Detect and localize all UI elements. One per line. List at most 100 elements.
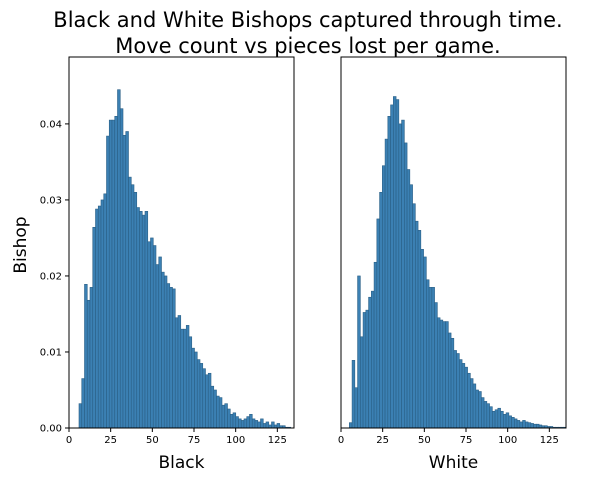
y-tick-label: 0.01: [40, 347, 62, 358]
white-histogram-bar: [387, 116, 391, 429]
white-histogram-bar: [426, 279, 430, 429]
black-histogram-bar: [97, 205, 102, 429]
white-histogram-bar: [489, 406, 493, 429]
black-histogram-bar: [103, 193, 107, 429]
y-tick-label: 0.02: [40, 271, 62, 282]
x-tick-label: 25: [104, 435, 117, 446]
white-histogram-bar: [406, 169, 411, 429]
black-histogram-bar: [224, 403, 228, 429]
white-histogram-bar: [522, 420, 526, 429]
black-histogram-bar: [254, 420, 259, 429]
white-histogram-bar: [417, 230, 422, 429]
black-histogram-bar: [202, 368, 206, 429]
x-tick-label: 50: [146, 435, 159, 446]
black-bars: [78, 89, 292, 429]
black-histogram-bar: [213, 389, 217, 429]
white-histogram-bar: [401, 119, 405, 429]
white-histogram-bar: [351, 360, 356, 429]
black-histogram-bar: [265, 421, 270, 429]
x-tick-label: 25: [376, 435, 389, 446]
white-histogram-bar: [508, 415, 512, 429]
x-tick-label: 100: [226, 435, 245, 446]
black-histogram-bar: [243, 418, 248, 429]
black-histogram-bar: [257, 421, 261, 429]
white-histogram-bar: [431, 287, 435, 429]
white-histogram-bar: [475, 389, 479, 429]
black-histogram-bar: [238, 418, 242, 429]
white-bars: [349, 96, 567, 429]
black-panel: 0.00 0.01 0.02 0.03 0.04 0 25 50 75 100 125 Black: [40, 56, 295, 473]
black-histogram-bar: [191, 347, 195, 429]
white-histogram-bar: [500, 410, 504, 429]
y-tick-label: 0.00: [40, 424, 62, 435]
white-histogram-bar: [467, 372, 471, 429]
black-histogram-bar: [81, 378, 85, 429]
black-histogram-bar: [139, 211, 143, 429]
black-histogram-bar: [147, 241, 151, 429]
black-histogram-bar: [152, 245, 157, 429]
white-histogram-bar: [349, 422, 353, 429]
x-tick-label: 50: [418, 435, 431, 446]
white-histogram-bar: [481, 397, 485, 429]
white-histogram-bar: [453, 350, 457, 429]
white-histogram-bar: [505, 412, 510, 429]
black-histogram-bar: [216, 395, 220, 429]
white-histogram-bar: [492, 410, 496, 429]
white-histogram-bar: [536, 423, 540, 429]
white-histogram-bar: [362, 312, 367, 429]
x-tick-label: 0: [338, 435, 344, 446]
black-histogram-bar: [163, 275, 168, 429]
white-histogram-bar: [434, 302, 438, 429]
white-histogram-bar: [533, 423, 537, 429]
black-histogram-bar: [246, 416, 250, 429]
x-tick-label: 125: [268, 435, 287, 446]
black-histogram-bar: [260, 418, 264, 429]
black-x-ticks: 0 25 50 75 100 125: [66, 428, 287, 446]
y-axis-label: Bishop: [11, 216, 31, 273]
white-histogram-bar: [519, 421, 523, 429]
white-histogram-bar: [470, 378, 474, 429]
white-histogram-bar: [373, 261, 378, 429]
white-histogram-bar: [398, 123, 402, 429]
black-histogram-bar: [240, 420, 245, 429]
white-histogram-bar: [456, 353, 460, 429]
x-tick-label: 0: [66, 435, 72, 446]
x-tick-label: 75: [188, 435, 201, 446]
white-axes-frame: [340, 56, 567, 429]
black-histogram-bar: [218, 397, 223, 429]
black-axes-frame: [68, 56, 295, 429]
white-histogram-bar: [497, 407, 501, 429]
black-histogram-bar: [155, 264, 160, 429]
white-histogram-bar: [459, 359, 463, 429]
white-histogram-bar: [503, 414, 507, 429]
black-histogram-bar: [106, 135, 110, 429]
white-histogram-bar: [511, 417, 515, 429]
white-histogram-bar: [483, 401, 488, 429]
black-histogram-bar: [117, 89, 121, 429]
white-histogram-bar: [494, 409, 499, 429]
white-histogram-bar: [376, 218, 380, 429]
black-histogram-bar: [86, 299, 91, 429]
black-histogram-bar: [108, 119, 113, 429]
white-histogram-bar: [395, 99, 400, 429]
white-histogram-bar: [514, 418, 518, 429]
white-histogram-bar: [404, 142, 408, 429]
black-histogram-bar: [174, 317, 179, 429]
black-histogram-bar: [210, 385, 215, 429]
white-histogram-bar: [437, 317, 441, 429]
white-histogram-bar: [530, 423, 534, 429]
white-histogram-bar: [525, 421, 529, 429]
black-histogram-bar: [235, 416, 239, 429]
white-histogram-bar: [486, 403, 490, 429]
white-histogram-bar: [428, 287, 433, 429]
white-histogram-bar: [464, 366, 468, 429]
black-histogram-bar: [84, 284, 88, 429]
black-histogram-bar: [249, 414, 253, 429]
black-histogram-bar: [122, 135, 127, 429]
black-histogram-bar: [229, 414, 234, 429]
black-histogram-bar: [207, 372, 212, 429]
black-histogram-bar: [166, 283, 171, 429]
white-histogram-bar: [371, 290, 375, 429]
x-tick-label: 100: [498, 435, 517, 446]
